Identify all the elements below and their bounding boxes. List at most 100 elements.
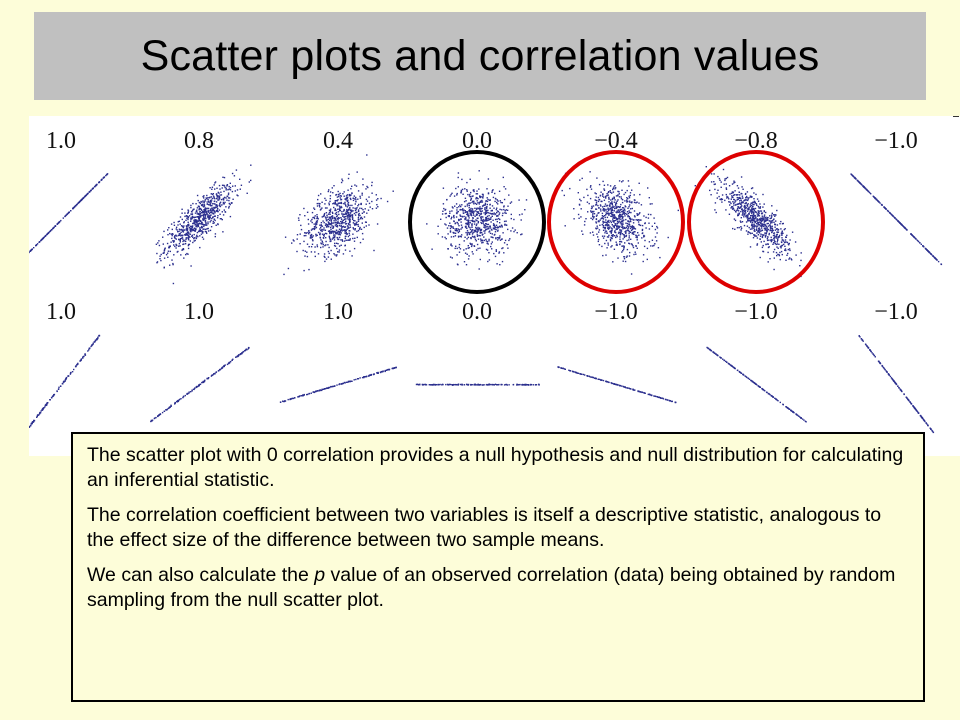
scatter-point [625, 230, 627, 232]
scatter-point [310, 251, 313, 253]
scatter-point [730, 207, 732, 209]
scatter-point [790, 409, 792, 411]
scatter-point [631, 232, 633, 234]
scatter-point [77, 363, 79, 365]
scatter-point [457, 235, 460, 237]
scatter-point [386, 200, 389, 203]
scatter-point [90, 345, 92, 348]
scatter-point [486, 223, 488, 226]
scatter-point [176, 400, 178, 403]
scatter-point [613, 216, 616, 218]
scatter-point [603, 210, 605, 212]
scatter-point [212, 195, 215, 197]
scatter-point [747, 219, 750, 222]
scatter-point [481, 239, 483, 242]
scatter-point [480, 212, 483, 215]
scatter-point [640, 219, 642, 221]
scatter-point [351, 218, 354, 221]
scatter-point [503, 206, 505, 208]
scatter-point [352, 199, 355, 202]
scatter-point [192, 216, 195, 218]
scatter-point [478, 228, 481, 230]
scatter-point [156, 262, 158, 264]
scatter-point [209, 221, 211, 223]
scatter-point [615, 206, 618, 209]
scatter-point [614, 219, 617, 222]
scatter-point [751, 228, 753, 230]
scatter-point [747, 208, 750, 211]
scatter-point [781, 233, 783, 235]
scatter-point [355, 199, 357, 201]
scatter-point [190, 391, 192, 393]
scatter-point [605, 223, 607, 226]
scatter-point [218, 197, 220, 199]
scatter-point [736, 185, 739, 187]
scatter-point [193, 240, 195, 242]
scatter-point [740, 206, 742, 208]
scatter-point [774, 215, 776, 217]
scatter-point [217, 207, 219, 210]
scatter-point [475, 208, 478, 210]
scatter-point [155, 416, 157, 419]
scatter-point [476, 190, 478, 192]
scatter-point [359, 226, 361, 229]
scatter-point [788, 242, 790, 245]
scatter-point [345, 218, 347, 220]
scatter-point [637, 221, 640, 223]
scatter-point [753, 234, 755, 236]
scatter-point [781, 231, 783, 233]
scatter-point [232, 198, 234, 200]
scatter-point [466, 181, 468, 184]
scatter-point [489, 203, 491, 206]
scatter-point [310, 235, 312, 237]
scatter-point [746, 376, 748, 379]
scatter-point [176, 229, 178, 231]
scatter-point [801, 418, 804, 420]
scatter-point [226, 185, 228, 187]
scatter-point [313, 228, 316, 231]
scatter-point [626, 248, 629, 251]
scatter-point [464, 236, 466, 238]
scatter-point [217, 215, 219, 217]
scatter-point [183, 225, 185, 227]
scatter-point [618, 180, 621, 182]
scatter-point [518, 199, 520, 201]
scatter-point [476, 223, 478, 225]
scatter-point [734, 181, 736, 183]
scatter-point [618, 191, 620, 193]
scatter-point [319, 228, 321, 230]
scatter-point [336, 193, 338, 196]
scatter-point [229, 182, 231, 184]
scatter-point [475, 224, 478, 226]
scatter-point [782, 404, 784, 406]
scatter-point [207, 214, 209, 216]
scatter-point [82, 355, 85, 358]
scatter-point [753, 382, 755, 384]
scatter-point [617, 194, 619, 196]
scatter-point [334, 234, 336, 236]
scatter-point [640, 391, 642, 393]
scatter-point [772, 234, 775, 237]
scatter-point [203, 218, 205, 220]
scatter-point [496, 263, 498, 265]
scatter-point [215, 201, 218, 203]
scatter-point [371, 184, 373, 187]
scatter-point [337, 221, 339, 223]
scatter-point [763, 218, 765, 221]
scatter-point [477, 229, 479, 231]
scatter-point [340, 244, 342, 246]
scatter-point [184, 394, 186, 397]
scatter-point [60, 385, 62, 387]
scatter-panel-r2-c3: 1.0 [279, 299, 397, 403]
scatter-point [174, 235, 176, 237]
scatter-point [620, 208, 623, 211]
scatter-point [345, 199, 347, 201]
scatter-point [214, 181, 217, 183]
scatter-point [611, 209, 614, 212]
scatter-point [174, 237, 176, 240]
scatter-point [627, 200, 629, 203]
scatter-point [761, 388, 763, 390]
scatter-point [911, 234, 913, 236]
scatter-point [182, 396, 185, 398]
scatter-point [635, 245, 637, 247]
